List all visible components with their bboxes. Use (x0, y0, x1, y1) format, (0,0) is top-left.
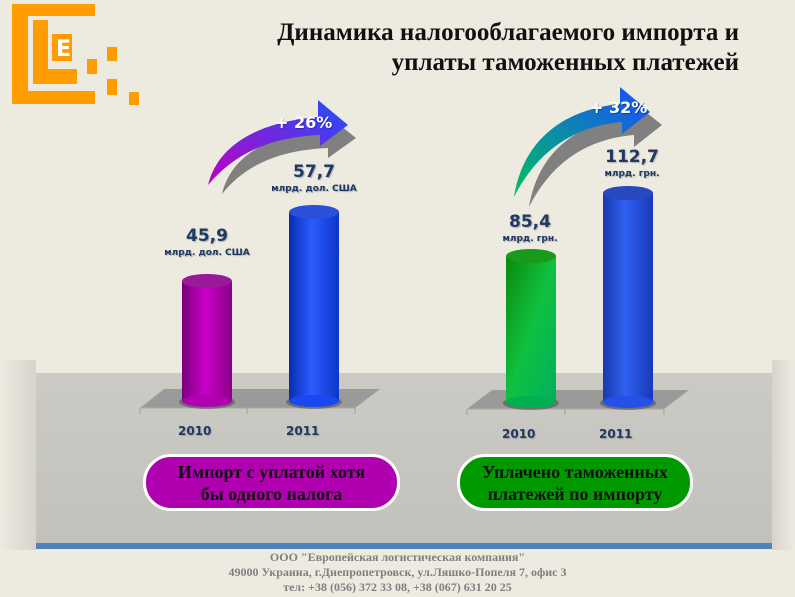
growth-arrow-chart1 (208, 100, 356, 194)
footer-company: ООО "Европейская логистическая компания" (269, 550, 526, 564)
growth-label-chart2: + 32% (590, 98, 648, 117)
chart1-floor (139, 389, 380, 414)
growth-label-chart1: + 26% (275, 113, 333, 132)
growth-arrow-chart2 (514, 87, 662, 207)
bar-chart1-2010 (179, 274, 235, 409)
value-label-chart2-2010: 85,4 млрд. грн. (488, 212, 572, 246)
footer-phone: тел: +38 (056) 372 33 08, +38 (067) 631 … (283, 580, 512, 594)
title-line-2: уплаты таможенных платежей (391, 49, 739, 76)
year-label-chart1-2011: 2011 (286, 424, 320, 438)
svg-text:E: E (56, 37, 71, 62)
panel-shadow-left (0, 360, 36, 550)
year-label-chart2-2010: 2010 (502, 427, 536, 441)
value-unit: млрд. дол. США (164, 248, 250, 258)
title-line-1: Динамика налогооблагаемого импорта и (277, 19, 739, 46)
page-title: Динамика налогооблагаемого импорта и упл… (277, 18, 739, 78)
panel-shadow-right (772, 360, 795, 550)
value-unit: млрд. дол. США (271, 184, 357, 194)
value-number: 85,4 (509, 212, 551, 232)
year-label-chart2-2011: 2011 (599, 427, 633, 441)
category-label-customs: Уплачено таможенных платежей по импорту (457, 454, 693, 511)
year-label-chart1-2010: 2010 (178, 424, 212, 438)
category-label-import: Импорт с уплатой хотя бы одного налога (143, 454, 400, 511)
category-label-line-2: бы одного налога (200, 483, 343, 504)
value-number: 112,7 (605, 147, 659, 167)
category-label-line-1: Импорт с уплатой хотя (177, 461, 366, 482)
footer-contact: ООО "Европейская логистическая компания"… (0, 550, 795, 595)
category-label-line-2: платежей по импорту (487, 483, 663, 504)
value-label-chart1-2011: 57,7 млрд. дол. США (262, 162, 366, 196)
value-label-chart1-2010: 45,9 млрд. дол. США (155, 226, 259, 260)
value-unit: млрд. грн. (502, 234, 558, 244)
bar-chart1-2011 (286, 205, 342, 409)
value-unit: млрд. грн. (604, 169, 660, 179)
bar-chart2-2011 (600, 186, 656, 410)
company-logo: E (12, 4, 139, 105)
divider-stripe (36, 543, 772, 549)
value-label-chart2-2011: 112,7 млрд. грн. (590, 147, 674, 181)
category-label-line-1: Уплачено таможенных (482, 461, 668, 482)
bar-chart2-2010 (503, 249, 559, 410)
footer-address: 49000 Украина, г.Днепропетровск, ул.Ляшк… (228, 565, 567, 579)
value-number: 45,9 (186, 226, 228, 246)
value-number: 57,7 (293, 162, 335, 182)
